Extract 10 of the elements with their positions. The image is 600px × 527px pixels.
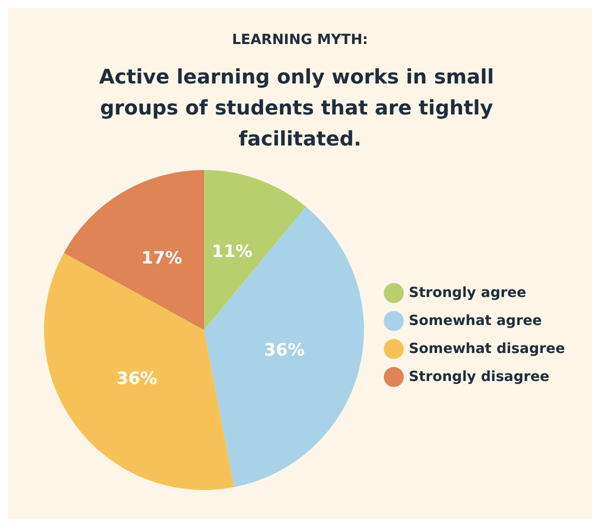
data-label: 36% bbox=[116, 368, 158, 389]
data-label: 17% bbox=[141, 248, 182, 269]
legend-label: Strongly agree bbox=[408, 285, 526, 301]
legend-label: Strongly disagree bbox=[408, 369, 550, 385]
chart-title: LEARNING MYTH: bbox=[232, 32, 368, 48]
legend-label: Somewhat disagree bbox=[408, 341, 566, 357]
data-label: 11% bbox=[212, 242, 252, 262]
chart-subtitle: Active learning only works in small groups of students that are tightly facilitated. bbox=[99, 64, 501, 150]
data-label: 36% bbox=[264, 340, 305, 361]
legend-label: Somewhat agree bbox=[408, 313, 542, 329]
